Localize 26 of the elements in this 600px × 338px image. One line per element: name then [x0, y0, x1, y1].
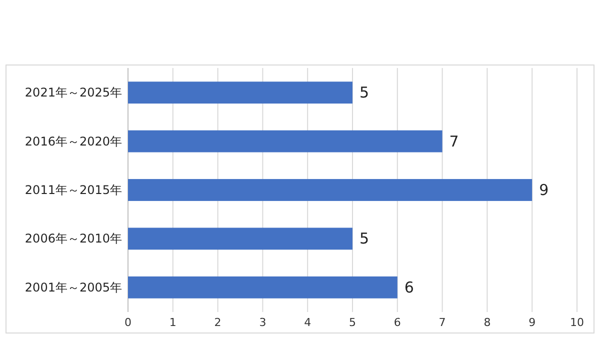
x-tick-label: 7 [438, 316, 446, 329]
x-tick-label: 6 [394, 316, 401, 329]
bar [128, 82, 352, 104]
y-tick-label: 2006年～2010年 [24, 232, 122, 246]
data-label: 9 [539, 181, 549, 199]
bar [128, 130, 442, 152]
data-label: 6 [404, 278, 414, 296]
x-tick-label: 2 [214, 316, 222, 329]
bar [128, 179, 532, 201]
x-tick-label: 8 [484, 316, 491, 329]
y-tick-label: 2021年～2025年 [24, 86, 122, 100]
bar [128, 228, 352, 250]
x-tick-label: 10 [570, 316, 584, 329]
x-tick-label: 5 [349, 316, 356, 329]
x-tick-label: 4 [304, 316, 312, 329]
x-tick-label: 0 [124, 316, 132, 329]
data-label: 5 [360, 84, 370, 102]
data-label: 7 [449, 132, 459, 150]
y-tick-label: 2001年～2005年 [24, 280, 122, 294]
data-label: 5 [360, 230, 370, 248]
y-tick-label: 2011年～2015年 [24, 183, 122, 197]
x-tick-label: 3 [259, 316, 266, 329]
x-tick-label: 1 [169, 316, 176, 329]
bar [128, 276, 398, 298]
x-tick-label: 9 [528, 316, 536, 329]
y-tick-label: 2016年～2020年 [24, 134, 122, 148]
